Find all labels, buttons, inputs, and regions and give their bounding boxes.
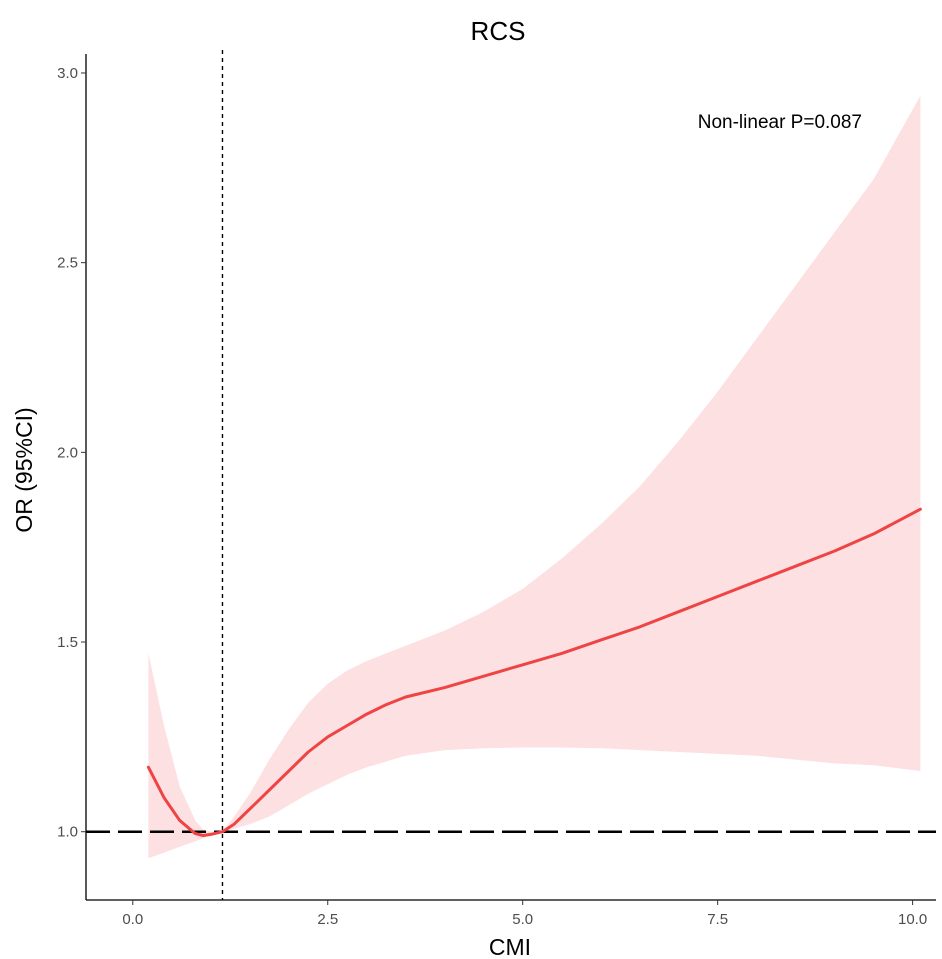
x-tick-label: 7.5	[707, 911, 728, 928]
y-tick-label: 1.0	[57, 824, 78, 841]
y-tick-label: 2.5	[57, 255, 78, 272]
or-estimate-line	[146, 507, 922, 837]
chart-title: RCS	[471, 16, 526, 46]
y-tick-label: 1.5	[57, 634, 78, 651]
nonlinear-p-annotation: Non-linear P=0.087	[698, 112, 862, 133]
x-tick-label: 2.5	[317, 911, 338, 928]
plot-area: 0.0 2.5 5.0 7.5 10.0 1.0 1.5 2.0 2.5 3.0	[57, 50, 936, 928]
x-tick-label: 10.0	[898, 911, 927, 928]
x-tick-label: 5.0	[512, 911, 533, 928]
y-tick-label: 2.0	[57, 444, 78, 461]
y-tick-label: 3.0	[57, 65, 78, 82]
confidence-band	[148, 95, 921, 859]
x-axis-title: CMI	[489, 934, 531, 959]
x-tick-label: 0.0	[122, 911, 143, 928]
y-axis-title: OR (95%CI)	[11, 407, 37, 532]
